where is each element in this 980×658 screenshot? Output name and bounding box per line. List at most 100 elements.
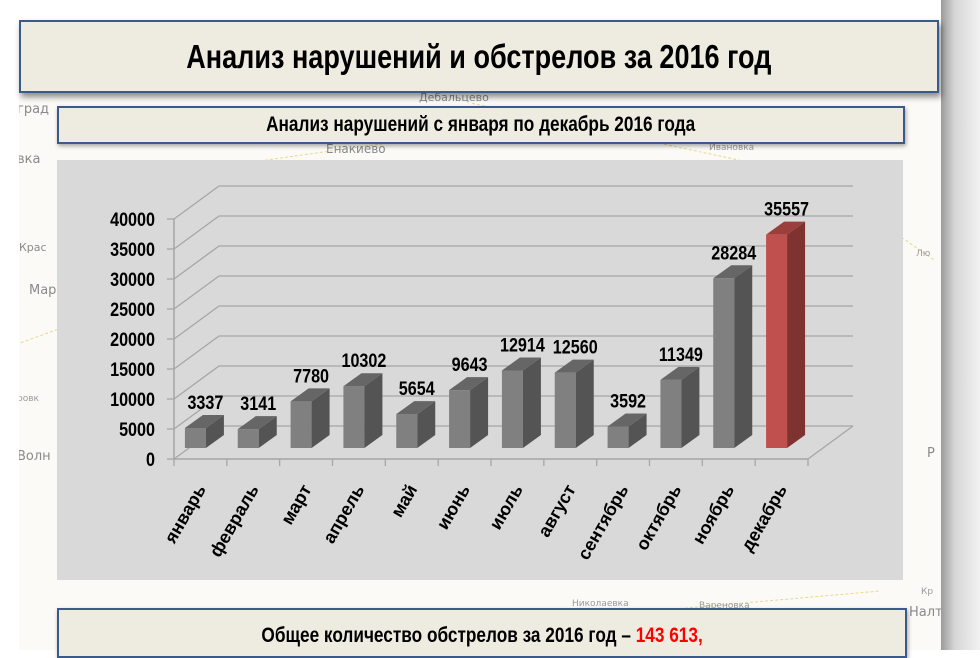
data-label: 12914 <box>500 334 545 356</box>
y-tick-label: 25000 <box>110 299 155 321</box>
map-label: Мар <box>29 283 57 298</box>
bar-top <box>396 401 436 415</box>
bar-side <box>311 388 330 448</box>
bar-side <box>628 413 647 448</box>
y-tick-label: 20000 <box>110 329 155 351</box>
data-label: 5654 <box>399 378 435 400</box>
map-label: Ивановка <box>709 143 755 153</box>
map-label: ровк <box>19 394 39 404</box>
bar-top <box>449 377 489 391</box>
data-label: 3592 <box>610 390 646 412</box>
summary-banner: Общее количество обстрелов за 2016 год –… <box>57 608 907 658</box>
bar-top <box>554 359 594 373</box>
x-tick-label: март <box>277 481 316 528</box>
bar-front <box>449 390 471 448</box>
x-tick-label: сентябрь <box>574 481 633 563</box>
chart-title: Анализ нарушений с января по декабрь 201… <box>266 113 696 136</box>
bar-side <box>734 265 753 448</box>
data-label: 28284 <box>711 242 756 264</box>
gridline-side <box>173 245 220 280</box>
bar-top <box>184 414 224 428</box>
bar-chart: 0 5000 10000 15000 20000 25000 30000 35000 40000… <box>57 160 903 580</box>
map-label: Кр <box>921 587 934 597</box>
bar-side <box>364 373 383 448</box>
x-tick-label: ноябрь <box>688 481 738 548</box>
gridline-side <box>173 215 220 250</box>
data-label: 12560 <box>553 336 598 358</box>
x-tick-label: август <box>534 481 580 540</box>
subtitle-banner: Анализ нарушений с января по декабрь 201… <box>57 106 905 144</box>
bar-side <box>681 366 700 448</box>
bar-side <box>205 414 224 448</box>
map-label: Енакиево <box>326 142 386 156</box>
summary-label: Общее количество обстрелов за 2016 год – <box>261 624 636 647</box>
title-banner: Анализ нарушений и обстрелов за 2016 год <box>19 20 939 93</box>
y-tick-label: 0 <box>146 449 155 471</box>
bar-side <box>258 416 277 448</box>
data-label: 7780 <box>293 365 329 387</box>
summary-text: Общее количество обстрелов за 2016 год –… <box>261 624 702 656</box>
bar-top <box>660 366 700 380</box>
page-title: Анализ нарушений и обстрелов за 2016 год <box>186 37 772 75</box>
y-tick-label: 5000 <box>119 419 155 441</box>
bar-top <box>501 357 541 371</box>
y-tick-label: 15000 <box>110 359 155 381</box>
gridline-side <box>173 275 220 310</box>
bar-front <box>237 429 259 448</box>
bar-top <box>290 388 330 402</box>
x-tick-label: январь <box>160 481 210 548</box>
summary-total-value: 143 613, <box>635 624 703 647</box>
bar-front <box>607 426 629 448</box>
gridline-side <box>173 365 220 400</box>
gridline-side <box>173 395 220 430</box>
map-label: град <box>19 102 50 117</box>
bar-top <box>237 416 277 430</box>
map-label: Крас <box>19 241 47 254</box>
map-label: Р <box>927 446 935 461</box>
x-tick-label: февраль <box>205 481 262 560</box>
bar-top <box>607 413 647 427</box>
x-tick-label: октябрь <box>632 481 686 554</box>
bar-front <box>554 372 576 448</box>
map-label: Налт <box>909 605 941 620</box>
x-tick-label: июль <box>485 481 527 533</box>
x-tick-label: июнь <box>433 481 475 533</box>
map-label: Николаевка <box>572 599 629 609</box>
map-label: Волн <box>19 449 51 464</box>
data-label: 9643 <box>452 354 488 376</box>
bar-front <box>184 427 206 448</box>
map-label: вка <box>19 152 41 167</box>
chart-canvas: 0 5000 10000 15000 20000 25000 30000 35000 40000… <box>110 185 854 563</box>
bar-side <box>470 377 489 448</box>
bar-side <box>575 359 594 448</box>
gridline-side <box>173 305 220 340</box>
data-label: 3141 <box>240 393 276 415</box>
y-tick-label: 35000 <box>110 239 155 261</box>
x-tick-label: май <box>387 481 421 521</box>
bar-front <box>501 370 523 448</box>
y-tick-label: 40000 <box>110 209 155 231</box>
bar-side <box>417 401 436 448</box>
data-label: 10302 <box>341 350 386 372</box>
map-label: Лю <box>916 249 931 259</box>
y-tick-label: 10000 <box>110 389 155 411</box>
bar-front <box>660 379 682 448</box>
map-label: Дебальцево <box>419 92 489 104</box>
bar-side <box>522 357 541 448</box>
bar-front <box>396 414 418 448</box>
slide-edge-shadow <box>941 0 980 650</box>
bar-front <box>343 386 365 448</box>
map-label: Вареновка <box>699 601 750 611</box>
bar-front <box>290 401 312 448</box>
bar-front <box>713 278 735 448</box>
bar-front <box>766 234 788 448</box>
bar-top <box>766 221 806 235</box>
y-tick-label: 30000 <box>110 269 155 291</box>
floor-edge <box>807 425 854 460</box>
x-tick-label: декабрь <box>737 481 791 555</box>
data-label: 3337 <box>187 392 223 414</box>
gridline-side <box>173 335 220 370</box>
x-tick-label: апрель <box>319 481 369 547</box>
bar-side <box>787 221 806 448</box>
bar-top <box>343 373 383 387</box>
